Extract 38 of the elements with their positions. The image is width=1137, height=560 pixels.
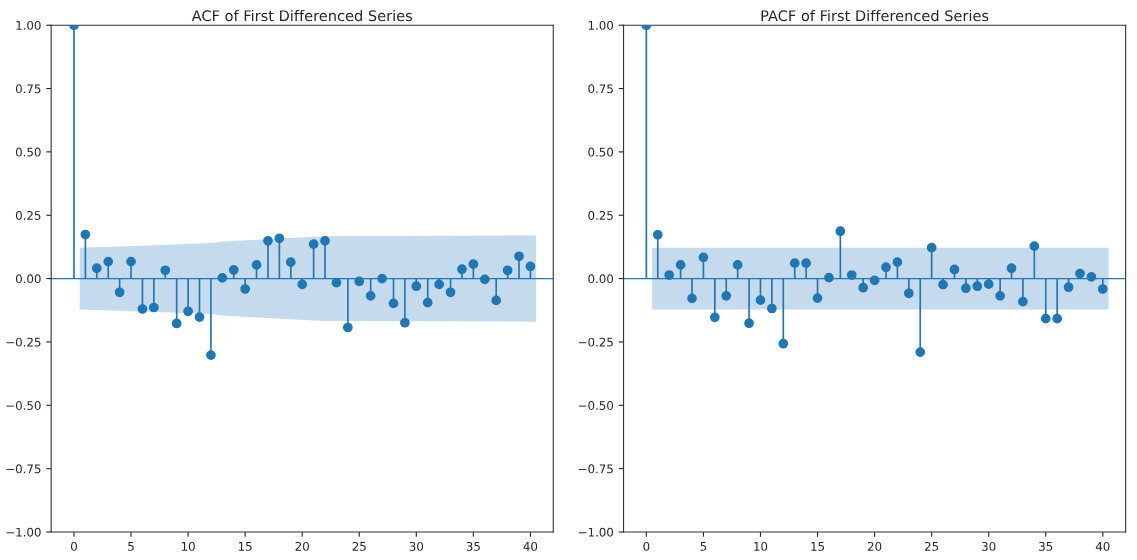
x-tick-label: 10 (181, 541, 195, 551)
y-tick-label: −0.25 (578, 337, 613, 347)
x-tick-label: 0 (643, 541, 650, 551)
y-tick-label: 0.00 (15, 274, 41, 284)
y-tick-label: −0.50 (578, 401, 614, 410)
y-tick-label: −0.50 (6, 401, 41, 410)
x-tick-label: 5 (128, 542, 134, 551)
y-tick-label: 0.50 (15, 147, 41, 157)
x-tick-label: 20 (867, 541, 882, 551)
x-tick-label: 30 (982, 541, 996, 551)
y-tick-label: 0.25 (15, 210, 41, 220)
y-tick-label: 1.00 (588, 20, 614, 30)
y-tick-label: 0.25 (588, 210, 613, 220)
y-tick-label: 0.75 (15, 84, 41, 94)
y-tick-label: −1.00 (578, 527, 614, 537)
y-tick-label: −0.75 (6, 464, 41, 474)
x-tick-label: 30 (409, 541, 424, 551)
y-tick-label: 0.50 (588, 147, 614, 157)
chart-title: PACF of First Differenced Series (761, 9, 989, 22)
x-tick-label: 20 (295, 541, 309, 551)
x-tick-label: 35 (466, 541, 480, 551)
x-tick-label: 10 (754, 541, 768, 551)
y-tick-label: 1.00 (16, 20, 41, 30)
y-tick-label: −0.75 (578, 464, 613, 474)
x-tick-label: 40 (523, 541, 538, 551)
x-tick-label: 25 (925, 541, 939, 551)
x-tick-label: 15 (238, 542, 252, 551)
x-tick-label: 0 (71, 541, 77, 551)
y-tick-label: −1.00 (6, 527, 41, 537)
x-tick-label: 40 (1095, 541, 1110, 551)
x-tick-label: 5 (700, 542, 707, 551)
x-tick-label: 25 (352, 541, 366, 551)
chart-title: ACF of First Differenced Series (191, 9, 413, 22)
x-tick-label: 15 (811, 542, 825, 551)
y-tick-label: −0.25 (6, 337, 41, 347)
y-tick-label: 0.00 (588, 274, 614, 284)
y-tick-label: 0.75 (588, 84, 613, 94)
x-tick-label: 35 (1039, 541, 1053, 551)
